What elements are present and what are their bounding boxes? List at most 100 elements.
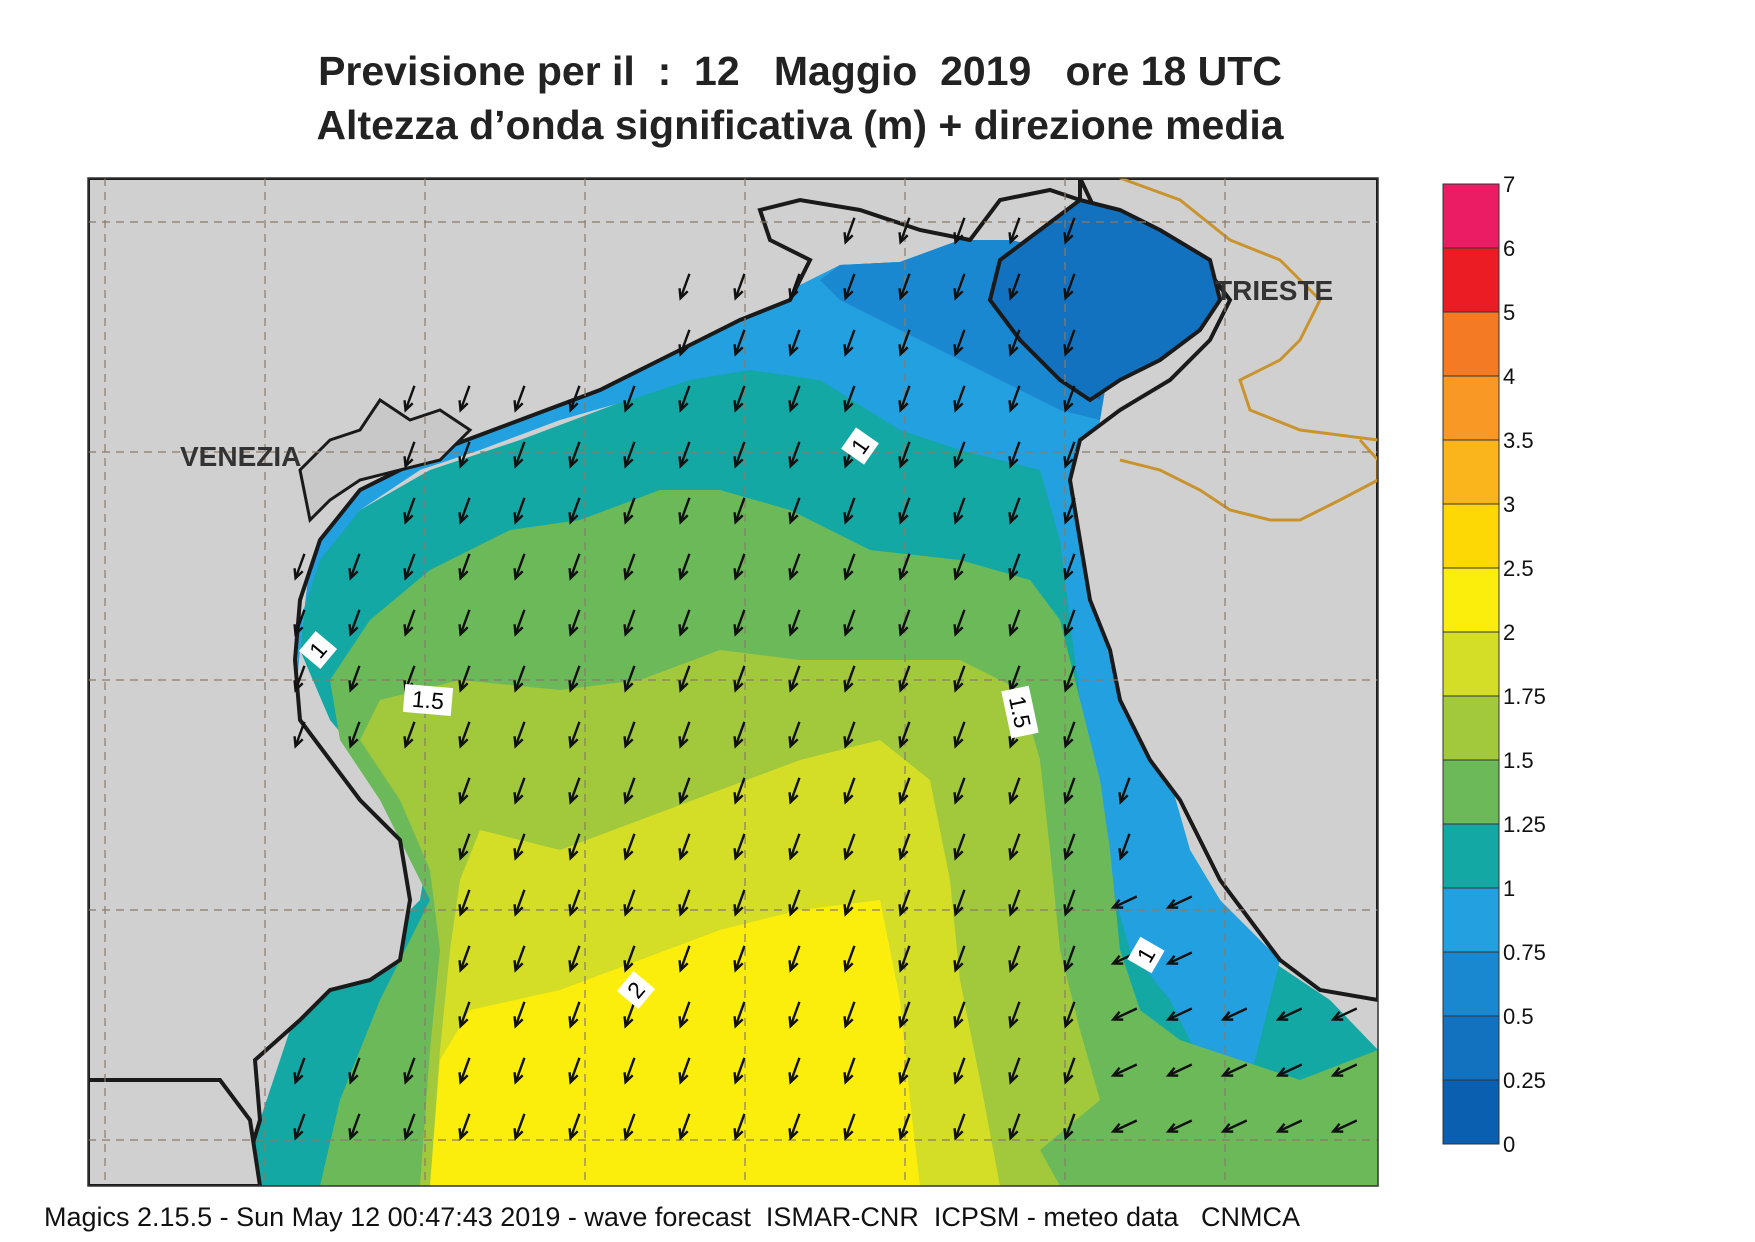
direction-arrow-head bbox=[293, 624, 304, 637]
direction-arrow bbox=[459, 1001, 471, 1027]
direction-arrow bbox=[514, 609, 526, 635]
direction-arrow bbox=[349, 665, 361, 691]
direction-arrow bbox=[899, 609, 911, 635]
direction-arrow-head bbox=[293, 736, 304, 749]
direction-arrow bbox=[954, 1113, 966, 1139]
direction-arrow bbox=[734, 833, 746, 859]
direction-arrow-head bbox=[458, 736, 469, 749]
direction-arrow bbox=[459, 385, 471, 411]
direction-arrow-head bbox=[458, 1016, 469, 1029]
direction-arrow bbox=[349, 1057, 361, 1083]
direction-arrow-head bbox=[293, 1072, 304, 1085]
direction-arrow bbox=[789, 1001, 801, 1027]
direction-arrow bbox=[349, 721, 361, 747]
colorbar-swatch bbox=[1442, 567, 1500, 633]
direction-arrow-head bbox=[678, 680, 689, 693]
direction-arrow-head bbox=[1008, 400, 1019, 413]
direction-arrow bbox=[899, 721, 911, 747]
direction-arrow bbox=[459, 609, 471, 635]
direction-arrow-head bbox=[788, 288, 799, 301]
direction-arrow bbox=[1167, 1119, 1193, 1133]
direction-arrow-head bbox=[678, 904, 689, 917]
direction-arrow bbox=[514, 385, 526, 411]
direction-arrow-head bbox=[1008, 736, 1019, 749]
direction-arrow-head bbox=[1063, 512, 1074, 525]
direction-arrow bbox=[1167, 951, 1193, 965]
direction-arrow bbox=[624, 665, 636, 691]
direction-arrow bbox=[789, 497, 801, 523]
direction-arrow bbox=[899, 777, 911, 803]
direction-arrow bbox=[954, 665, 966, 691]
direction-arrow bbox=[844, 665, 856, 691]
direction-arrow-head bbox=[953, 1128, 964, 1141]
direction-arrow bbox=[734, 329, 746, 355]
direction-arrow-head bbox=[293, 1128, 304, 1141]
direction-arrow bbox=[734, 1001, 746, 1027]
direction-arrow-head bbox=[348, 680, 359, 693]
direction-arrow bbox=[514, 1057, 526, 1083]
title-line-1: Previsione per il : 12 Maggio 2019 ore 1… bbox=[318, 48, 1282, 94]
direction-arrow bbox=[1112, 1119, 1138, 1133]
direction-arrow-head bbox=[623, 512, 634, 525]
direction-arrow bbox=[569, 665, 581, 691]
direction-arrow-head bbox=[1110, 898, 1124, 909]
direction-arrow-head bbox=[788, 1072, 799, 1085]
direction-arrow-head bbox=[843, 624, 854, 637]
direction-arrow bbox=[789, 273, 801, 299]
direction-arrow-head bbox=[1008, 848, 1019, 861]
direction-arrow bbox=[954, 721, 966, 747]
direction-arrow-head bbox=[733, 792, 744, 805]
colorbar-swatch bbox=[1442, 375, 1500, 441]
direction-arrow bbox=[1167, 1063, 1193, 1077]
direction-arrow bbox=[679, 777, 691, 803]
direction-arrow bbox=[294, 553, 306, 579]
direction-arrow-head bbox=[458, 624, 469, 637]
direction-arrow-head bbox=[678, 344, 689, 357]
direction-arrow bbox=[899, 273, 911, 299]
direction-arrow-head bbox=[953, 288, 964, 301]
direction-arrow-head bbox=[898, 1072, 909, 1085]
direction-arrow-head bbox=[678, 1072, 689, 1085]
direction-arrow-head bbox=[678, 400, 689, 413]
direction-arrow bbox=[404, 553, 416, 579]
direction-arrow bbox=[1112, 895, 1138, 909]
direction-arrow-head bbox=[513, 624, 524, 637]
direction-arrow-head bbox=[678, 736, 689, 749]
direction-arrow bbox=[404, 441, 416, 467]
direction-arrow-head bbox=[733, 960, 744, 973]
direction-arrow-head bbox=[513, 736, 524, 749]
direction-arrow-head bbox=[403, 624, 414, 637]
direction-arrow-head bbox=[733, 1016, 744, 1029]
direction-arrow-head bbox=[953, 568, 964, 581]
direction-arrow-head bbox=[843, 1072, 854, 1085]
direction-arrow bbox=[789, 609, 801, 635]
direction-arrow bbox=[1064, 833, 1076, 859]
colorbar-label: 1.75 bbox=[1503, 684, 1546, 709]
direction-arrow-head bbox=[953, 848, 964, 861]
direction-arrow-head bbox=[513, 848, 524, 861]
direction-arrow bbox=[1222, 1063, 1248, 1077]
direction-arrow bbox=[569, 385, 581, 411]
direction-arrow-head bbox=[403, 568, 414, 581]
direction-arrow-head bbox=[1008, 288, 1019, 301]
colorbar-label: 6 bbox=[1503, 236, 1515, 261]
direction-arrow bbox=[569, 1001, 581, 1027]
colorbar-swatch bbox=[1442, 1015, 1500, 1081]
direction-arrow bbox=[844, 497, 856, 523]
direction-arrow bbox=[734, 945, 746, 971]
venice-lagoon bbox=[298, 397, 473, 524]
colorbar-label: 3 bbox=[1503, 492, 1515, 517]
direction-arrow-head bbox=[1063, 1016, 1074, 1029]
direction-arrow bbox=[459, 721, 471, 747]
direction-arrow bbox=[954, 1057, 966, 1083]
colorbar-label: 0.25 bbox=[1503, 1068, 1546, 1093]
direction-arrow-head bbox=[788, 1128, 799, 1141]
direction-arrow-head bbox=[1330, 1122, 1344, 1133]
direction-arrow-head bbox=[1063, 344, 1074, 357]
land-south-west bbox=[88, 1078, 263, 1186]
colorbar-swatch bbox=[1442, 823, 1500, 889]
direction-arrow-head bbox=[953, 736, 964, 749]
direction-arrow-head bbox=[403, 736, 414, 749]
direction-arrow-head bbox=[1275, 1010, 1289, 1021]
direction-arrow-head bbox=[843, 400, 854, 413]
